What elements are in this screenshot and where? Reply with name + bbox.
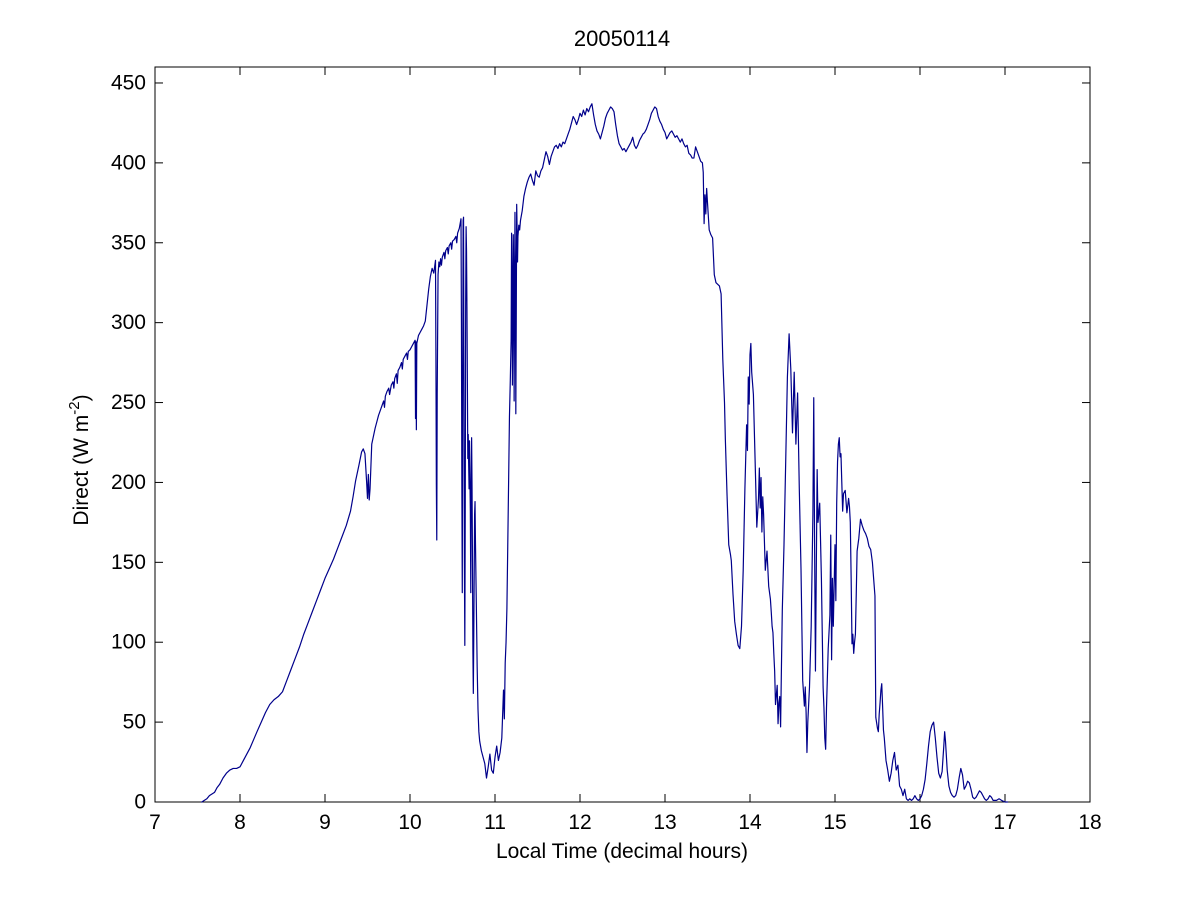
x-tick-label: 17 [993, 811, 1016, 834]
x-tick-label: 15 [823, 811, 846, 834]
y-tick-label: 150 [111, 551, 146, 574]
x-tick-label: 14 [738, 811, 762, 834]
y-tick-label: 200 [111, 471, 146, 494]
tick-labels-group: 7 8 9 10 11 12 13 14 15 16 17 18 0 50 100 150 200 250 300 3… [111, 71, 1102, 834]
chart-title: 20050114 [574, 26, 670, 51]
y-tick-label: 400 [111, 151, 146, 174]
x-tick-label: 12 [568, 811, 591, 834]
y-axis-label-main: Direct (W m [70, 415, 93, 526]
x-tick-label: 16 [908, 811, 931, 834]
y-tick-label: 450 [111, 71, 146, 94]
x-tick-label: 8 [234, 811, 246, 834]
direct-irradiance-line [201, 103, 1009, 803]
y-axis-label-superscript: -2 [66, 401, 83, 414]
x-tick-label: 13 [653, 811, 676, 834]
x-tick-label: 10 [398, 811, 421, 834]
y-tick-label: 300 [111, 311, 146, 334]
y-tick-label: 250 [111, 391, 146, 414]
tick-marks-group [154, 67, 1091, 803]
axes-box [154, 66, 1091, 803]
series-group [201, 103, 1009, 803]
y-tick-label: 50 [123, 711, 146, 734]
x-tick-label: 18 [1078, 811, 1101, 834]
y-tick-label: 350 [111, 231, 146, 254]
x-axis-label: Local Time (decimal hours) [496, 840, 748, 863]
x-tick-label: 9 [319, 811, 331, 834]
y-tick-label: 0 [134, 791, 146, 814]
y-tick-label: 100 [111, 631, 146, 654]
x-tick-label: 11 [484, 811, 506, 834]
y-axis-label-close: ) [70, 394, 93, 401]
x-tick-label: 7 [149, 811, 161, 834]
y-axis-label: Direct (W m-2) [66, 394, 93, 525]
